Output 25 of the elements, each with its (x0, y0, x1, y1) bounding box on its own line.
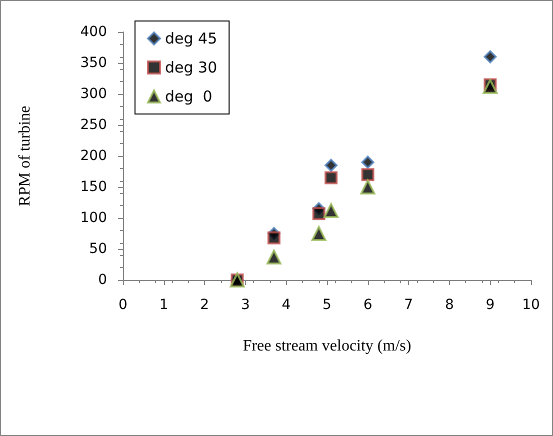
y-tick-label: 0 (98, 272, 107, 288)
x-tick-label: 0 (118, 297, 128, 313)
y-tick-label: 300 (80, 86, 107, 102)
x-tick-label: 6 (363, 297, 372, 313)
x-tick-label: 4 (282, 297, 291, 313)
x-tick-label: 10 (522, 297, 540, 313)
x-tick-label: 8 (444, 297, 454, 313)
y-tick-label: 200 (80, 148, 107, 164)
x-tick-label: 5 (322, 297, 332, 313)
y-tick-label: 100 (80, 210, 107, 226)
x-tick-label: 1 (159, 297, 168, 313)
x-tick-label: 3 (240, 297, 250, 313)
y-tick-label: 50 (89, 241, 107, 257)
legend-label: deg 30 (165, 58, 218, 76)
y-tick-label: 250 (80, 117, 107, 133)
y-tick-label: 350 (80, 55, 107, 71)
y-tick-label: 150 (80, 179, 107, 195)
x-tick-label: 2 (200, 297, 210, 313)
y-tick-label: 400 (80, 24, 107, 40)
y-axis-title: RPM of turbine (16, 106, 34, 206)
x-tick-label: 7 (404, 297, 414, 313)
legend-label: deg 0 (165, 88, 212, 106)
x-tick-label: 9 (486, 297, 495, 313)
legend-label: deg 45 (165, 30, 218, 48)
x-axis-title: Free stream velocity (m/s) (242, 338, 412, 354)
